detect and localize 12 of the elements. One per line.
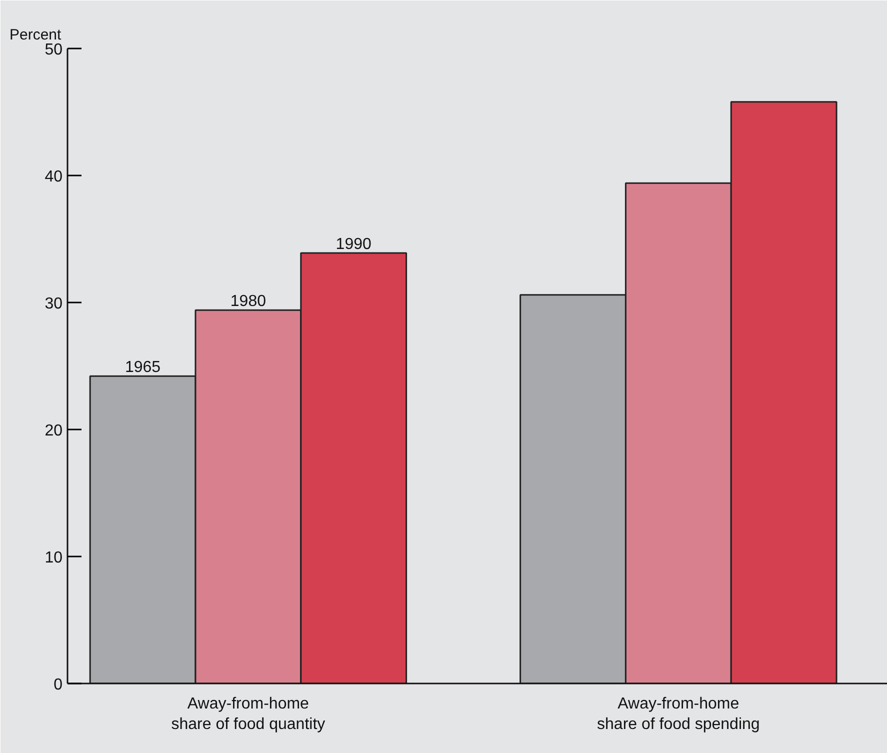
x-tick-label: Away-from-home share of food quantity [171, 696, 326, 733]
x-tick-label: Away-from-home share of food spending [597, 696, 760, 733]
y-tick-label: 0 [54, 676, 63, 694]
y-tick-label: 10 [44, 550, 63, 566]
y-tick-label: 30 [44, 296, 63, 312]
y-axis-title: Percent [10, 26, 62, 44]
series-label: 1990 [336, 236, 372, 253]
y-tick-label: 20 [44, 422, 63, 440]
series-label: 1965 [124, 359, 161, 376]
y-tick-label: 50 [44, 42, 63, 58]
series-label: 1980 [230, 293, 266, 310]
y-tick-label: 40 [44, 168, 63, 186]
